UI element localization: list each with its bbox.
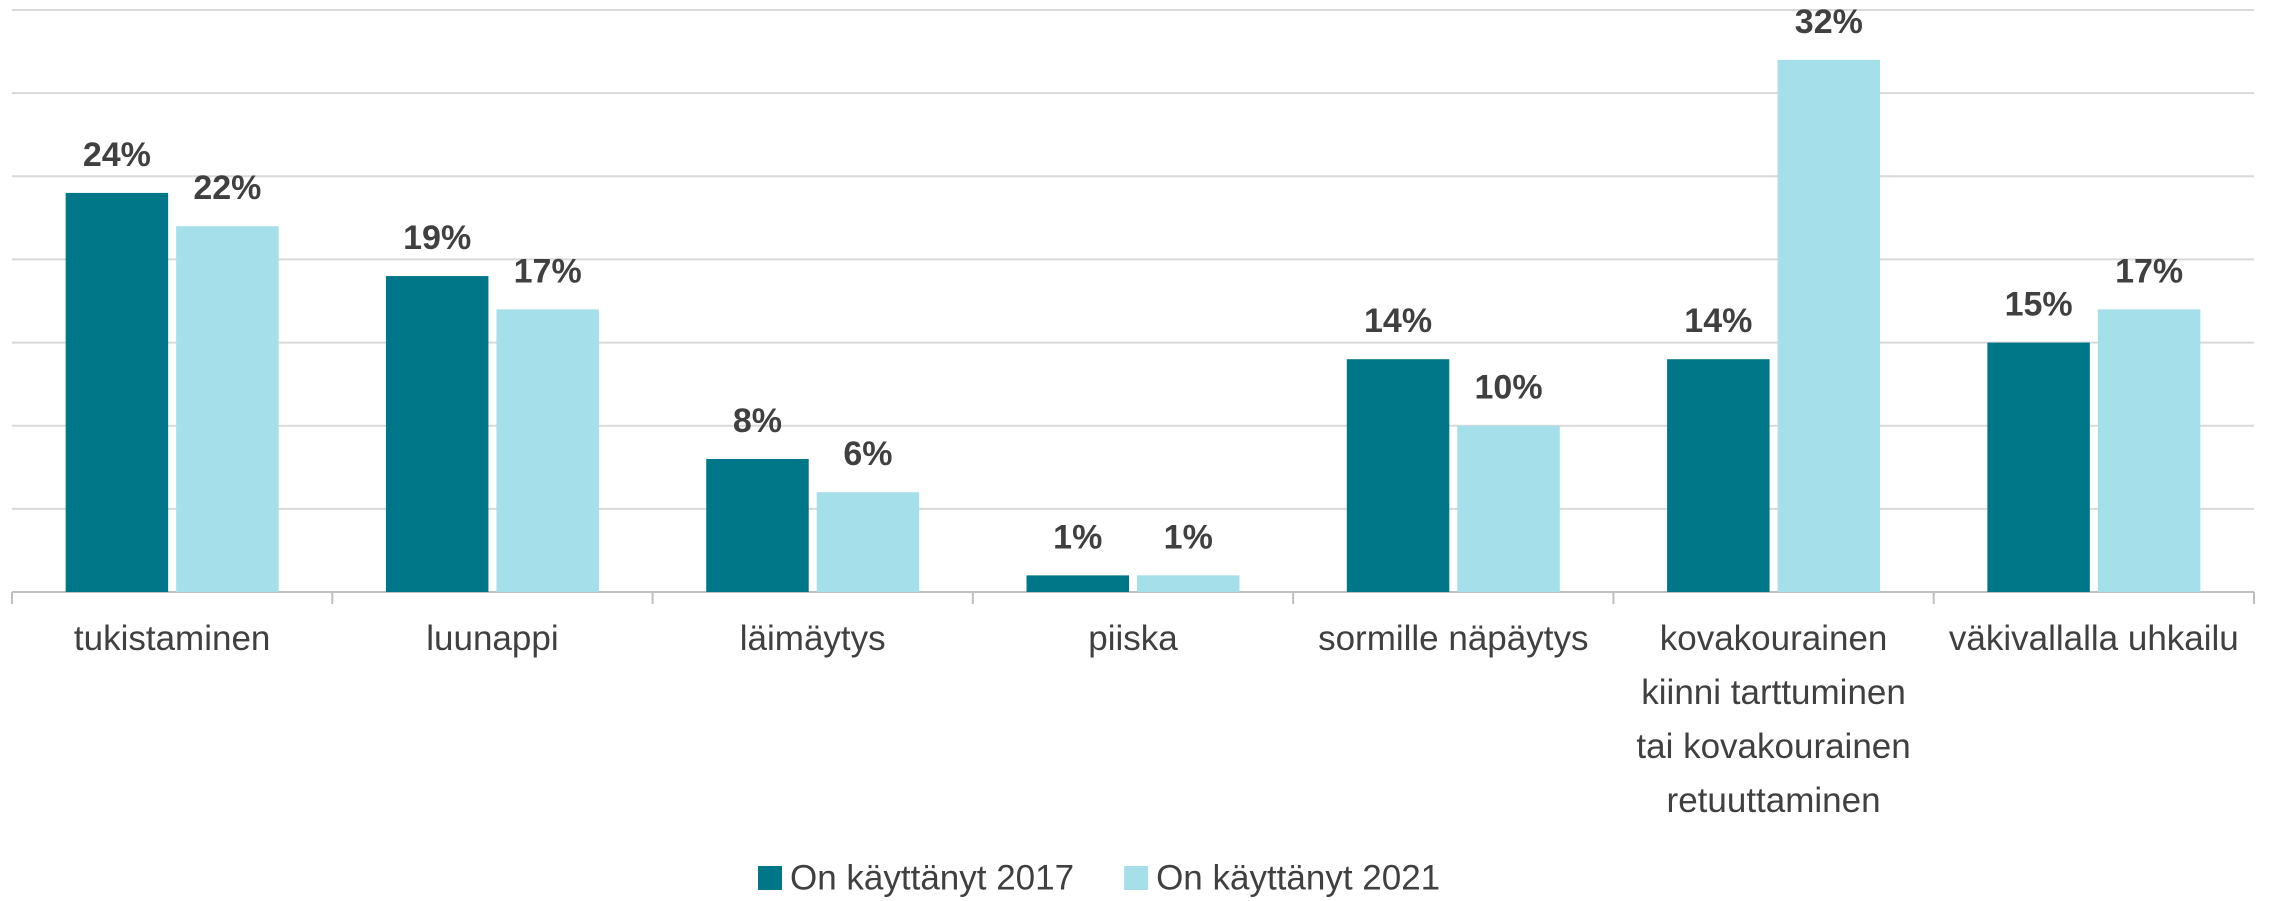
bar: [816, 492, 920, 592]
bar: [1777, 59, 1881, 592]
x-tick-label: läimäytys: [739, 619, 886, 658]
data-label: 8%: [733, 402, 782, 440]
x-tick-label: väkivallalla uhkailu: [1948, 619, 2239, 658]
data-label: 24%: [83, 136, 151, 174]
data-label: 14%: [1364, 302, 1432, 340]
x-tick-label: sormille näpäytys: [1318, 619, 1589, 658]
x-tick-label: tukistaminen: [73, 619, 271, 658]
bar: [496, 309, 599, 592]
bar: [1026, 575, 1129, 592]
bar: [65, 192, 169, 592]
bar: [1457, 425, 1560, 592]
data-label: 10%: [1475, 369, 1543, 407]
legend-swatch: [758, 866, 782, 890]
bar: [1137, 575, 1240, 592]
data-label: 1%: [1164, 518, 1213, 556]
data-label: 6%: [843, 435, 892, 473]
x-tick-label: kovakourainen kiinni tarttuminen tai kov…: [1636, 619, 1911, 820]
bar: [1346, 359, 1450, 592]
data-label: 17%: [514, 252, 582, 290]
x-tick-label: piiska: [1088, 619, 1178, 658]
data-label: 15%: [2005, 286, 2073, 324]
legend-label: On käyttänyt 2021: [1156, 858, 1440, 897]
legend-swatch: [1124, 866, 1149, 890]
data-label: 32%: [1795, 3, 1863, 41]
data-label: 14%: [1684, 302, 1752, 340]
bar: [1667, 359, 1770, 592]
x-tick-label: luunappi: [426, 619, 559, 658]
data-label: 17%: [2115, 252, 2183, 290]
bar: [1987, 342, 2090, 592]
data-label: 22%: [193, 169, 261, 207]
data-label: 19%: [403, 219, 471, 257]
legend-label: On käyttänyt 2017: [790, 858, 1074, 897]
bar: [176, 226, 279, 592]
bar: [2097, 309, 2201, 592]
data-label: 1%: [1053, 518, 1102, 556]
bar: [706, 458, 809, 592]
bar: [385, 276, 489, 592]
